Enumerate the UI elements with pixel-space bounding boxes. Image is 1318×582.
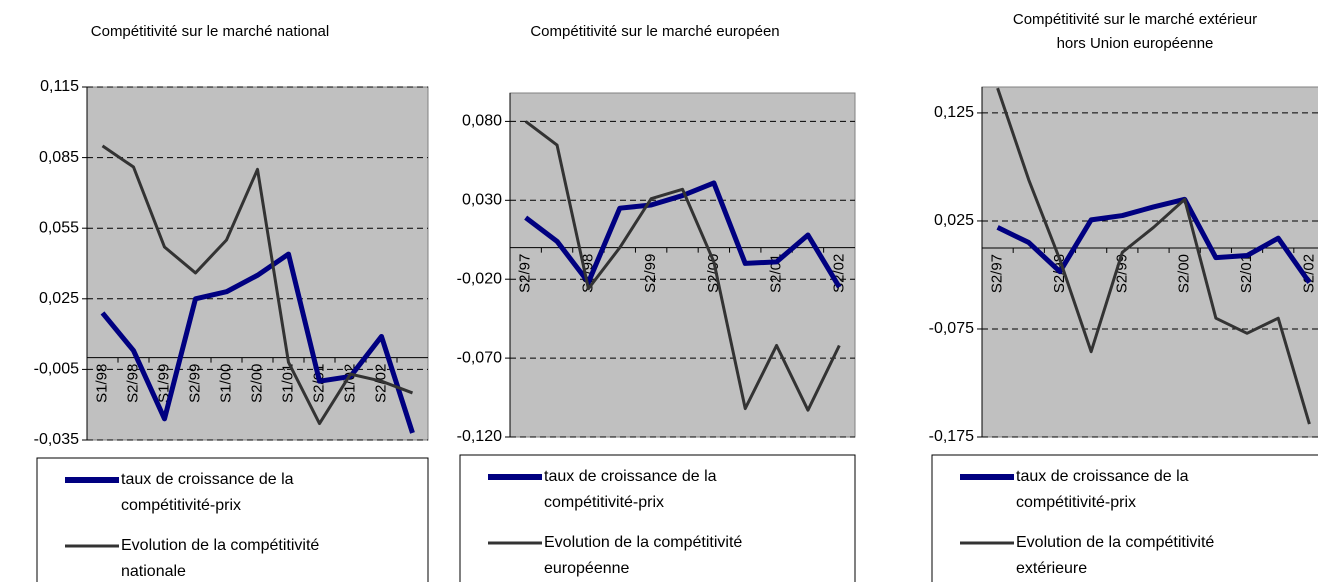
chart-title: Compétitivité sur le marché européen — [530, 23, 780, 40]
legend-box — [459, 454, 856, 582]
y-tick-label: 0,055 — [39, 219, 79, 236]
legend-label: Evolution de la compétitivité européenne — [544, 534, 743, 577]
plot-area — [86, 86, 429, 441]
x-tick-label: S1/98 — [93, 364, 110, 403]
x-tick-label: S2/98 — [124, 364, 141, 403]
x-tick-label: S2/02 — [1300, 254, 1317, 293]
y-tick-label: -0,120 — [457, 428, 502, 445]
chart-title: Compétitivité sur le marché extérieur ho… — [1012, 11, 1258, 52]
y-tick-label: 0,115 — [40, 78, 79, 95]
plot-area — [509, 92, 856, 438]
series-line — [101, 144, 414, 426]
y-tick-label: -0,070 — [457, 349, 502, 366]
legend-box — [36, 457, 429, 582]
y-tick-label: -0,075 — [929, 320, 974, 337]
y-tick-label: 0,125 — [934, 104, 974, 121]
legend-box — [931, 454, 1318, 582]
x-tick-label: S1/01 — [279, 364, 296, 403]
x-tick-label: S2/99 — [186, 364, 203, 403]
y-tick-label: 0,085 — [39, 149, 79, 166]
y-tick-label: 0,025 — [934, 212, 974, 229]
legend-label: Evolution de la compétitivité extérieure — [1016, 534, 1215, 577]
y-tick-label: 0,025 — [39, 290, 79, 307]
x-tick-label: S2/97 — [517, 254, 534, 293]
y-tick-label: 0,080 — [462, 113, 502, 130]
series-line — [996, 196, 1312, 284]
series-line — [524, 180, 842, 289]
x-tick-label: S2/00 — [1176, 254, 1193, 293]
y-tick-label: -0,175 — [929, 428, 974, 445]
x-tick-label: S2/01 — [1238, 254, 1255, 293]
x-tick-label: S1/99 — [155, 364, 172, 403]
series-line — [100, 251, 415, 434]
x-tick-label: S2/02 — [372, 364, 389, 403]
x-tick-label: S2/99 — [642, 254, 659, 293]
series-line — [996, 87, 1311, 425]
y-tick-label: -0,020 — [457, 270, 502, 287]
legend-label: taux de croissance de la compétitivité-p… — [1016, 468, 1189, 511]
legend-label: taux de croissance de la compétitivité-p… — [544, 468, 717, 511]
x-tick-label: S1/00 — [217, 364, 234, 403]
chart-title: Compétitivité sur le marché national — [90, 23, 330, 40]
x-tick-label: S2/00 — [248, 364, 265, 403]
y-tick-label: 0,030 — [462, 192, 502, 209]
y-tick-label: -0,005 — [34, 361, 79, 378]
y-tick-label: -0,035 — [34, 431, 79, 448]
x-tick-label: S2/97 — [989, 254, 1006, 293]
plot-area — [981, 86, 1318, 438]
legend-label: Evolution de la compétitivité nationale — [121, 537, 320, 580]
series-line — [524, 120, 841, 412]
legend-label: taux de croissance de la compétitivité-p… — [121, 471, 294, 514]
